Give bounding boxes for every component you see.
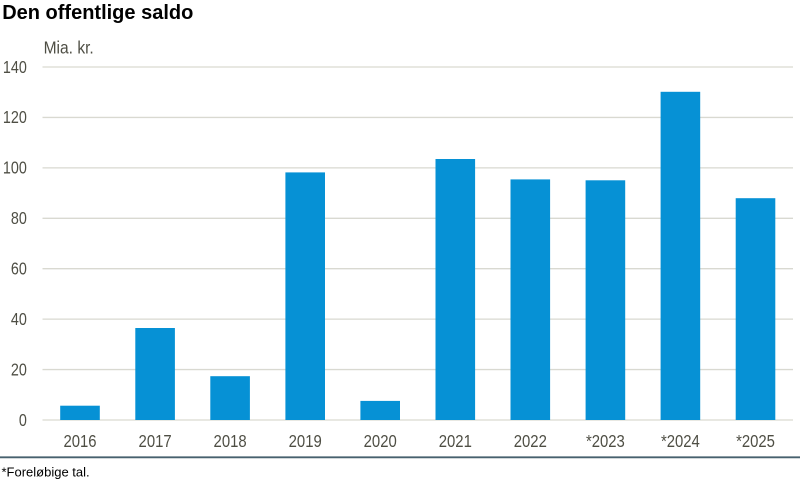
- svg-text:2019: 2019: [289, 432, 322, 451]
- svg-text:2020: 2020: [364, 432, 397, 451]
- svg-text:*2025: *2025: [736, 432, 775, 451]
- svg-text:80: 80: [11, 210, 27, 229]
- svg-text:0: 0: [19, 412, 27, 431]
- svg-text:*2024: *2024: [661, 432, 700, 451]
- svg-text:20: 20: [11, 361, 27, 380]
- svg-text:120: 120: [3, 109, 27, 128]
- svg-text:2021: 2021: [439, 432, 472, 451]
- svg-text:100: 100: [3, 159, 27, 178]
- svg-text:60: 60: [11, 260, 27, 279]
- svg-text:2022: 2022: [514, 432, 547, 451]
- svg-text:Mia. kr.: Mia. kr.: [44, 38, 94, 58]
- svg-text:2016: 2016: [63, 432, 96, 451]
- svg-text:40: 40: [11, 311, 27, 330]
- svg-text:2017: 2017: [139, 432, 172, 451]
- svg-text:140: 140: [3, 59, 27, 78]
- svg-text:2018: 2018: [214, 432, 247, 451]
- svg-text:*2023: *2023: [586, 432, 625, 451]
- svg-text:Den offentlige saldo: Den offentlige saldo: [2, 2, 193, 24]
- svg-text:*Foreløbige tal.: *Foreløbige tal.: [2, 464, 90, 479]
